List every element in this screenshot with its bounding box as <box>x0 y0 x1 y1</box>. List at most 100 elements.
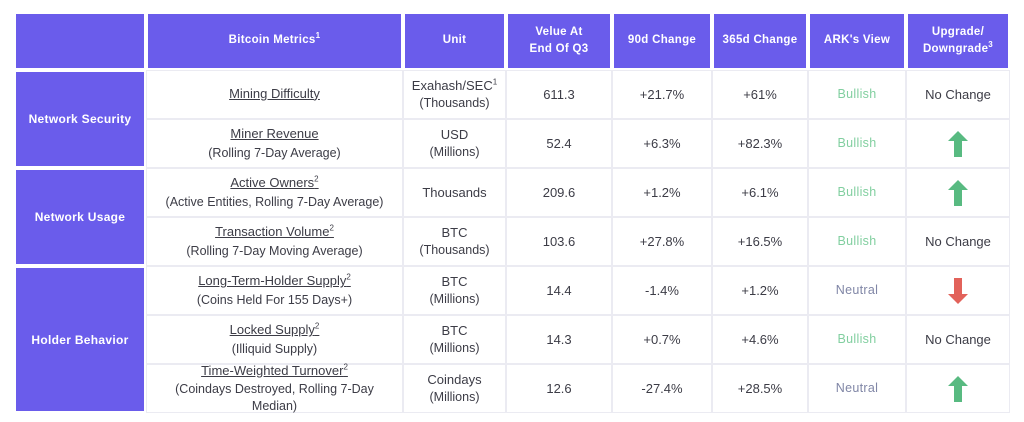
footnote-sup: 3 <box>988 40 994 50</box>
metric-sublabel: (Coins Held For 155 Days+) <box>196 292 353 307</box>
change-90d-cell: +1.2% <box>612 168 712 217</box>
value-cell: 14.3 <box>506 315 612 364</box>
group-network-usage: Network Usage <box>14 168 146 266</box>
value-cell: 52.4 <box>506 119 612 168</box>
metric-link[interactable]: Mining Difficulty <box>229 85 320 101</box>
upgrade-cell <box>906 168 1010 217</box>
ark-view-cell: Neutral <box>808 266 906 315</box>
change-90d-cell: +0.7% <box>612 315 712 364</box>
metric-link[interactable]: Active Owners2 <box>230 174 319 191</box>
metric-sublabel: (Illiquid Supply) <box>231 341 318 356</box>
unit-cell: Coindays (Millions) <box>403 364 506 413</box>
ark-view-cell: Bullish <box>808 119 906 168</box>
unit-cell: BTC (Millions) <box>403 315 506 364</box>
up-arrow-icon <box>948 375 968 402</box>
metric-sublabel: (Active Entities, Rolling 7-Day Average) <box>165 194 384 209</box>
upgrade-cell: No Change <box>906 217 1010 266</box>
upgrade-indicator: No Change <box>925 331 991 349</box>
change-365d-cell: +6.1% <box>712 168 808 217</box>
change-90d-cell: +27.8% <box>612 217 712 266</box>
metric-sublabel: (Rolling 7-Day Moving Average) <box>186 243 363 258</box>
upgrade-indicator: No Change <box>925 233 991 251</box>
change-365d-cell: +4.6% <box>712 315 808 364</box>
upgrade-cell <box>906 266 1010 315</box>
upgrade-text: No Change <box>925 331 991 347</box>
metric-link[interactable]: Long-Term-Holder Supply2 <box>198 272 351 289</box>
upgrade-cell <box>906 364 1010 413</box>
header-365d-change: 365d Change <box>712 12 808 70</box>
header-unit: Unit <box>403 12 506 70</box>
bitcoin-metrics-table: Bitcoin Metrics1 Unit Velue At End Of Q3… <box>14 12 1010 413</box>
unit-cell: Thousands <box>403 168 506 217</box>
metric-cell: Long-Term-Holder Supply2 (Coins Held For… <box>146 266 403 315</box>
ark-view-label: Bullish <box>837 234 877 249</box>
change-365d-cell: +82.3% <box>712 119 808 168</box>
unit-cell: BTC (Thousands) <box>403 217 506 266</box>
change-365d-cell: +16.5% <box>712 217 808 266</box>
change-90d-cell: +21.7% <box>612 70 712 119</box>
upgrade-text: No Change <box>925 233 991 249</box>
change-90d-cell: -1.4% <box>612 266 712 315</box>
value-cell: 611.3 <box>506 70 612 119</box>
upgrade-indicator: No Change <box>925 86 991 104</box>
value-cell: 14.4 <box>506 266 612 315</box>
metric-cell: Mining Difficulty <box>146 70 403 119</box>
upgrade-cell: No Change <box>906 70 1010 119</box>
metric-cell: Miner Revenue (Rolling 7-Day Average) <box>146 119 403 168</box>
change-365d-cell: +28.5% <box>712 364 808 413</box>
change-365d-cell: +1.2% <box>712 266 808 315</box>
unit-cell: BTC (Millions) <box>403 266 506 315</box>
ark-view-label: Bullish <box>837 136 877 151</box>
header-arks-view: ARK's View <box>808 12 906 70</box>
metric-link[interactable]: Time-Weighted Turnover2 <box>201 362 348 378</box>
ark-view-cell: Bullish <box>808 217 906 266</box>
footnote-sup: 2 <box>314 321 320 331</box>
upgrade-indicator <box>948 375 968 402</box>
upgrade-indicator <box>948 179 968 206</box>
ark-view-cell: Neutral <box>808 364 906 413</box>
header-90d-change: 90d Change <box>612 12 712 70</box>
metric-cell: Locked Supply2 (Illiquid Supply) <box>146 315 403 364</box>
metric-link[interactable]: Miner Revenue <box>230 126 319 142</box>
upgrade-indicator <box>948 277 968 304</box>
header-upgrade-downgrade: Upgrade/ Downgrade3 <box>906 12 1010 70</box>
ark-view-cell: Bullish <box>808 70 906 119</box>
metric-link[interactable]: Locked Supply2 <box>229 321 320 338</box>
header-corner <box>14 12 146 70</box>
value-cell: 103.6 <box>506 217 612 266</box>
ark-view-label: Bullish <box>837 332 877 347</box>
footnote-sup: 2 <box>346 272 351 282</box>
header-bitcoin-metrics: Bitcoin Metrics1 <box>146 12 403 70</box>
change-365d-cell: +61% <box>712 70 808 119</box>
value-cell: 12.6 <box>506 364 612 413</box>
header-value-end-q3: Velue At End Of Q3 <box>506 12 612 70</box>
footnote-sup: 2 <box>343 362 348 372</box>
ark-view-label: Neutral <box>835 381 879 396</box>
ark-view-label: Bullish <box>837 185 877 200</box>
metric-cell: Active Owners2 (Active Entities, Rolling… <box>146 168 403 217</box>
unit-cell: USD (Millions) <box>403 119 506 168</box>
metric-cell: Time-Weighted Turnover2 (Coindays Destro… <box>146 362 403 414</box>
group-holder-behavior: Holder Behavior <box>14 266 146 413</box>
upgrade-text: No Change <box>925 86 991 102</box>
unit-cell: Exahash/SEC1 (Thousands) <box>403 70 506 119</box>
change-90d-cell: +6.3% <box>612 119 712 168</box>
value-cell: 209.6 <box>506 168 612 217</box>
upgrade-cell: No Change <box>906 315 1010 364</box>
down-arrow-icon <box>948 277 968 304</box>
upgrade-indicator <box>948 130 968 157</box>
footnote-sup: 2 <box>314 174 319 184</box>
change-90d-cell: -27.4% <box>612 364 712 413</box>
ark-view-cell: Bullish <box>808 168 906 217</box>
group-network-security: Network Security <box>14 70 146 168</box>
metric-sublabel: (Coindays Destroyed, Rolling 7-Day Media… <box>175 382 374 414</box>
footnote-sup: 1 <box>492 77 498 87</box>
metric-cell: Transaction Volume2 (Rolling 7-Day Movin… <box>146 217 403 266</box>
up-arrow-icon <box>948 179 968 206</box>
ark-view-label: Bullish <box>837 87 877 102</box>
metric-link[interactable]: Transaction Volume2 <box>215 223 334 240</box>
up-arrow-icon <box>948 130 968 157</box>
footnote-sup: 1 <box>315 31 321 41</box>
ark-view-label: Neutral <box>835 283 879 298</box>
footnote-sup: 2 <box>329 223 334 233</box>
